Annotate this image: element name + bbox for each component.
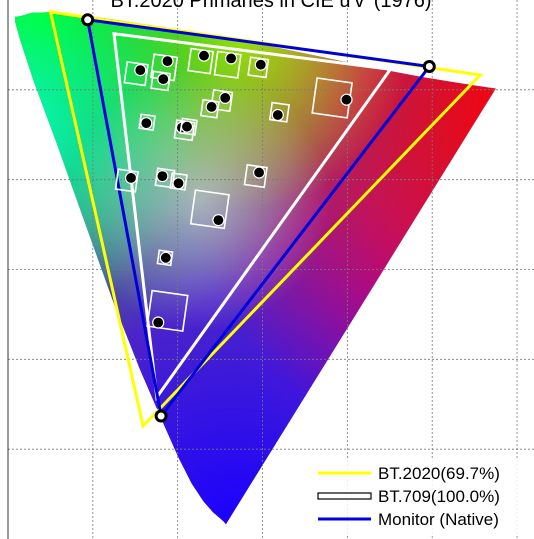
target-marker (243, 163, 268, 189)
measured-point (124, 171, 138, 184)
measurement-markers (114, 47, 353, 333)
target-marker (189, 189, 230, 230)
target-marker (247, 56, 270, 79)
measured-point (159, 251, 172, 264)
chart-title: BT.2020 Primaries in CIE u'v' (1976) (110, 0, 431, 12)
measured-point (197, 49, 211, 62)
legend-label-bt709: BT.709(100.0%) (378, 487, 500, 506)
measured-point (340, 93, 353, 106)
primary-marker (81, 13, 95, 27)
target-marker (199, 98, 220, 119)
target-marker (150, 70, 172, 92)
primary-markers (81, 13, 436, 423)
target-marker (114, 168, 140, 193)
gamut-triangle-monitor (85, 18, 433, 420)
legend-label-monitor: Monitor (Native) (378, 510, 499, 529)
measured-point (212, 214, 225, 227)
primary-marker (154, 409, 168, 423)
measured-point (225, 52, 238, 65)
legend-swatch-bt709 (317, 492, 372, 500)
measured-point (254, 58, 267, 71)
measured-point (157, 72, 170, 86)
measured-point (172, 177, 185, 190)
legend: BT.2020(69.7%) BT.709(100.0%) Monitor (N… (312, 458, 534, 534)
gamut-triangle-bt709 (112, 31, 394, 402)
gamut-triangles (48, 10, 484, 430)
measured-point (180, 120, 194, 133)
target-marker (210, 88, 234, 113)
measured-point (253, 166, 266, 179)
measured-point (219, 91, 232, 105)
measured-point (161, 54, 174, 68)
measured-point (156, 170, 169, 183)
measured-point (134, 63, 147, 77)
measured-point (140, 116, 153, 130)
target-marker (146, 289, 189, 333)
grid-lines-overlay (7, 0, 534, 539)
primary-marker (422, 60, 436, 73)
measured-point (271, 108, 284, 122)
measured-point (152, 316, 165, 329)
legend-label-bt2020: BT.2020(69.7%) (378, 464, 500, 483)
measured-point (205, 100, 218, 114)
target-marker (123, 60, 149, 87)
